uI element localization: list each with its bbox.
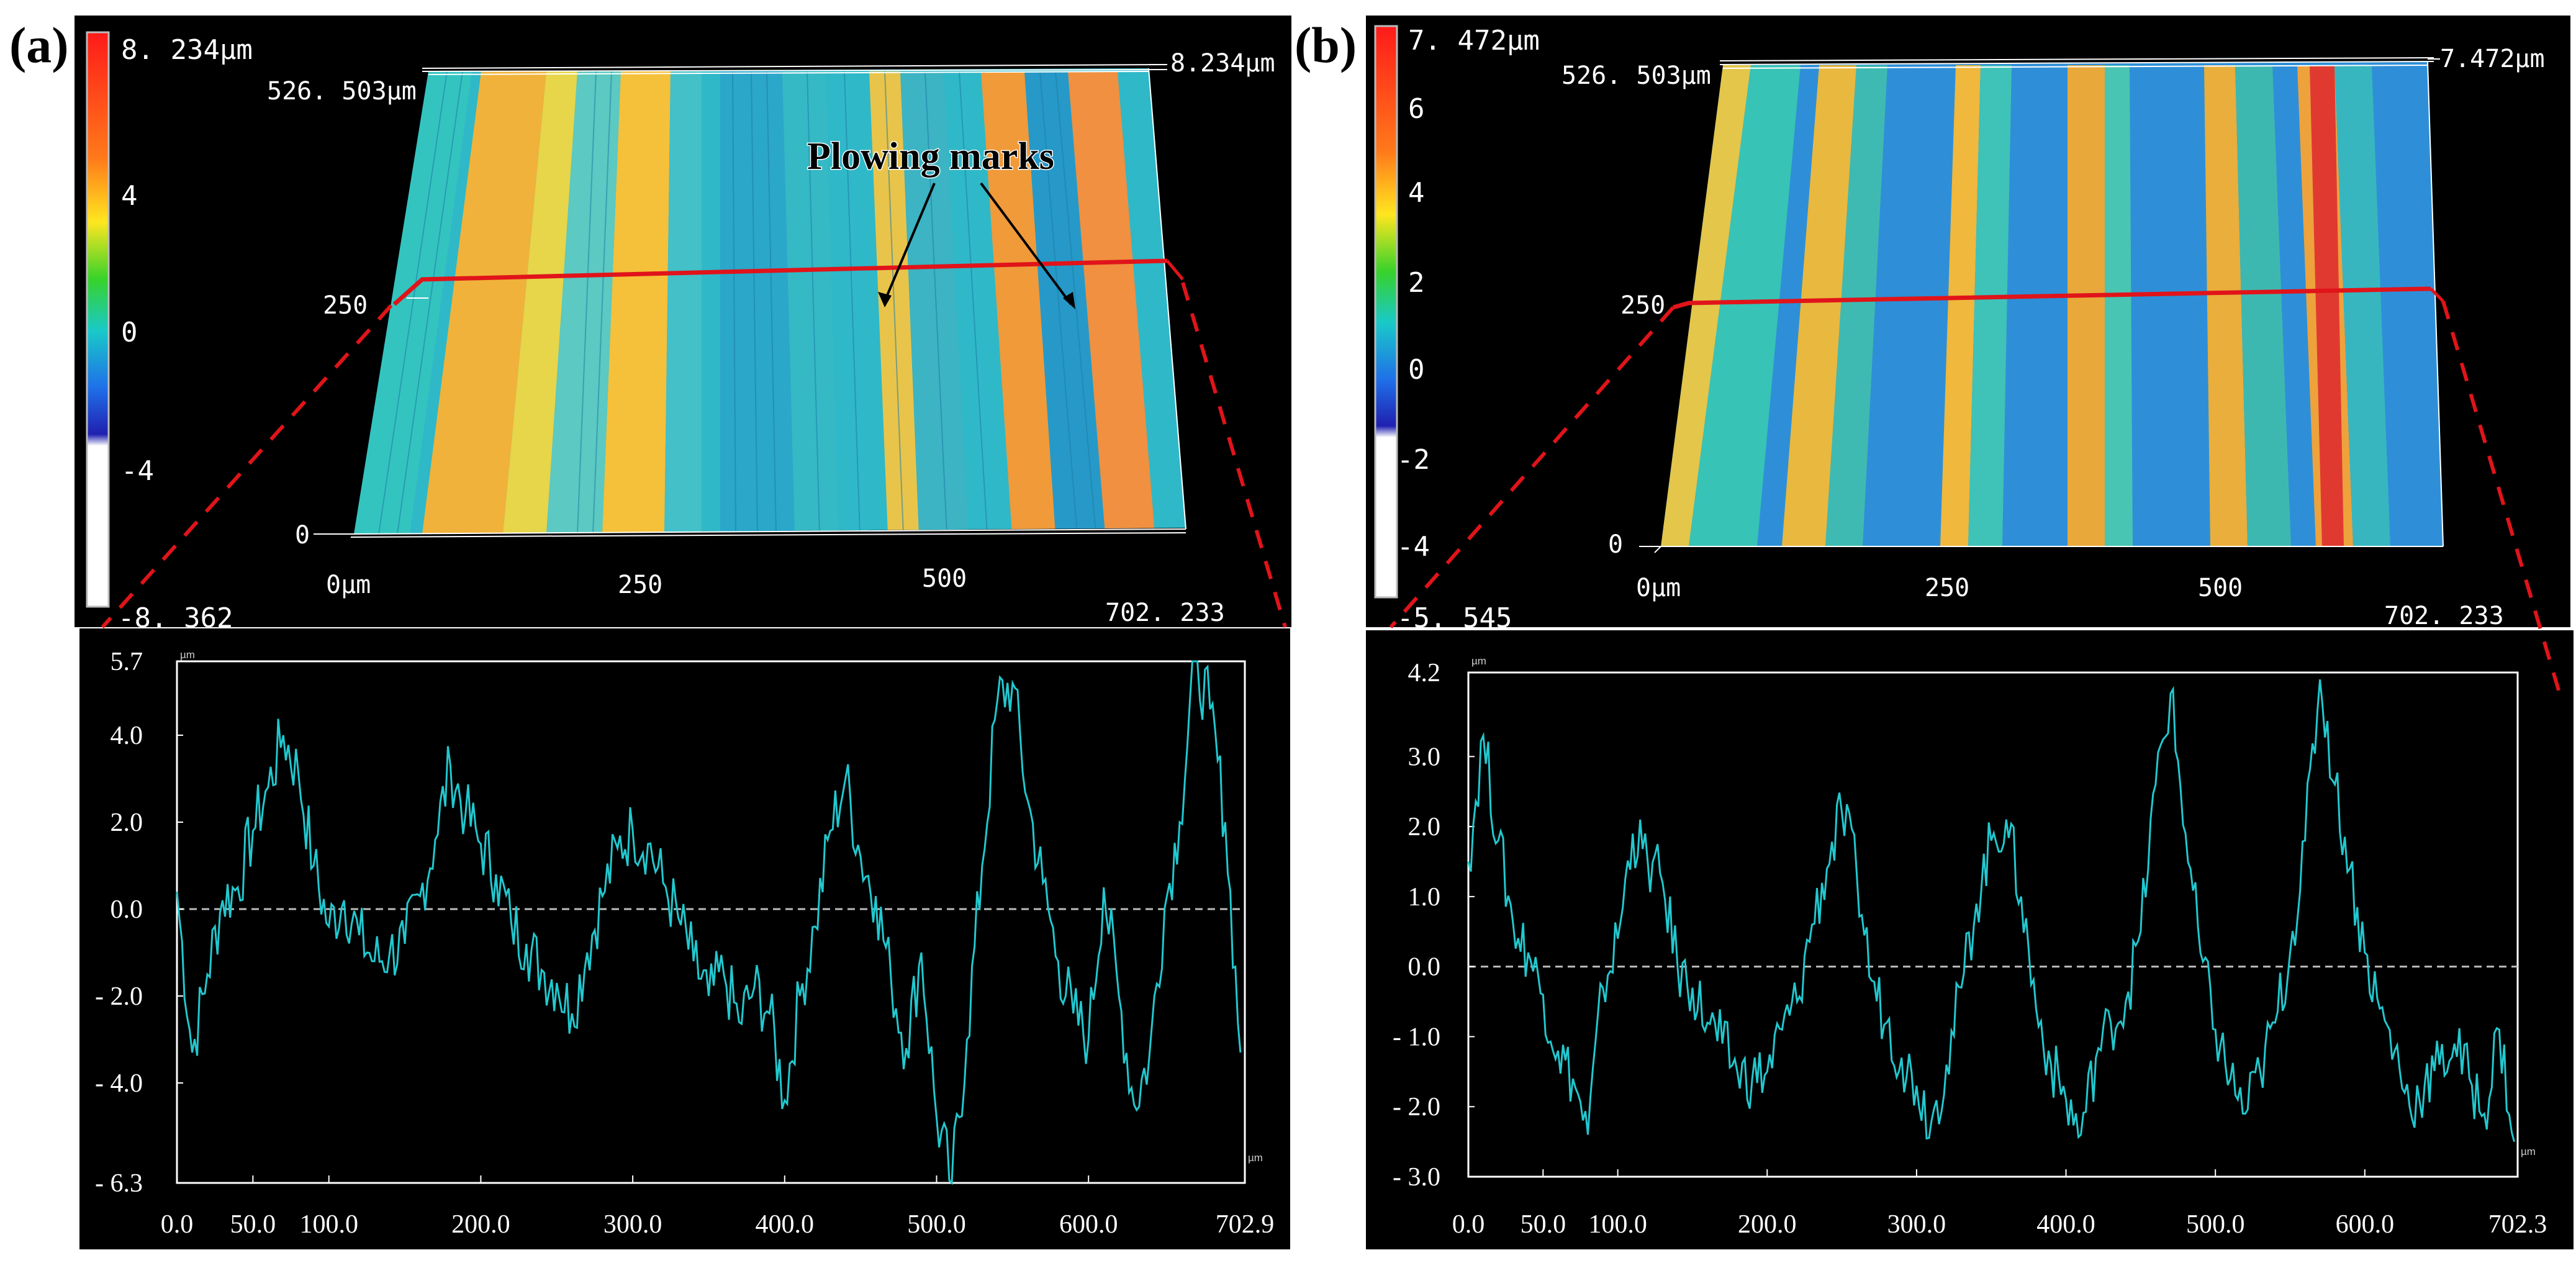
profile-x-unit: µm [1248,1152,1263,1164]
profile-x-tick-label: 300.0 [603,1210,662,1239]
surface-y-max-label: 526. 503µm [1561,61,1711,90]
colorbar-tick: 2 [1408,267,1425,299]
profile-y-tick-label: - 1.0 [1393,1023,1440,1051]
panel-b-surface: 7.472µm 526. 503µm 250 0 0µm 250 500 702… [1389,45,2563,699]
colorbar-tick: -2 [1397,444,1430,476]
panel-b-profile-chart: µm µm 4.2 3.0 2.0 1.0 0.0 - 1.0 - 2.0 - 3.0 0.0 5… [1393,655,2547,1239]
panel-a-colorbar: 8. 234µm 4 0 -4 -8. 362 [86,31,253,634]
surface-y-mid-label: 250 [323,291,368,320]
surface-x-label: 250 [618,571,662,599]
profile-x-tick-label: 702.9 [1216,1210,1275,1239]
colorbar-tick: 0 [1408,354,1425,386]
surface-stripes [354,71,1155,534]
profile-x-tick-label: 100.0 [1588,1210,1647,1239]
surface-z-max-label: 7.472µm [2440,45,2545,73]
colorbar-tick: 4 [121,180,138,212]
plowing-marks-annotation: Plowing marks [807,135,1054,178]
surface-y-mid-label: 250 [1620,291,1665,320]
colorbar-max-label: 7. 472µm [1408,25,1540,57]
profile-y-tick-label: - 2.0 [1393,1093,1440,1121]
surface-y-zero-label: 0 [295,521,310,550]
panel-a-label: (a) [9,17,69,73]
panel-a-profile-chart: µm µm 5.7 4.0 2.0 0.0 - 2.0 - 4.0 - 6.3 0.0 50.0… [95,648,1274,1239]
profile-series-line [176,660,1242,1185]
panel-b-label: (b) [1295,17,1357,73]
panel-b-colorbar: 7. 472µm 6 4 2 0 -2 -4 -5. 545 [1374,25,1540,634]
profile-x-tick-label: 400.0 [756,1210,815,1239]
profile-y-tick-label: 5.7 [111,648,143,676]
panel-a-surface: 8.234µm 526. 503µm 250 0 0µm 250 500 702… [101,49,1287,629]
surface-y-zero-label: 0 [1608,530,1623,559]
profile-y-tick-label: 2.0 [111,808,143,837]
colorbar-max-label: 8. 234µm [121,34,253,66]
profile-y-tick-label: 4.2 [1408,659,1441,687]
profile-frame [1467,671,2519,1178]
surface-stripes [1661,65,2390,546]
profile-y-tick-label: 1.0 [1408,883,1441,912]
profile-x-tick-label: 200.0 [451,1210,510,1239]
profile-x-tick-label: 300.0 [1887,1210,1946,1239]
profile-x-tick-label: 0.0 [161,1210,194,1239]
profile-series-line [1467,679,2515,1142]
profile-y-tick-label: 0.0 [1408,953,1441,982]
profile-x-tick-label: 400.0 [2036,1210,2095,1239]
colorbar-tick: 6 [1408,93,1425,125]
panel-a-profile-background [79,628,1290,1249]
profile-y-tick-label: - 6.3 [95,1169,143,1198]
surface-x-label: 500 [922,564,967,593]
profile-x-tick-label: 500.0 [2186,1210,2245,1239]
profile-y-tick-label: 3.0 [1408,743,1441,771]
panel-b: (b) 7. 472µm 6 4 2 0 -2 -4 -5. 545 [1295,16,2574,1249]
profile-y-tick-label: 4.0 [111,722,143,750]
profile-x-unit: µm [2521,1146,2536,1157]
surface-x-label: 500 [2198,574,2243,602]
profile-y-tick-label: - 2.0 [95,982,143,1011]
profile-y-unit: µm [1471,655,1486,667]
profile-y-unit: µm [180,649,195,661]
panel-a: (a) 8. 234µm 4 0 -4 -8. 362 [9,16,1291,1249]
profile-x-tick-label: 600.0 [2336,1210,2395,1239]
profile-y-tick-label: 0.0 [111,895,143,924]
profile-x-tick-label: 50.0 [230,1210,276,1239]
profile-x-tick-label: 600.0 [1059,1210,1118,1239]
surface-x-end-label: 702. 233 [1105,599,1225,627]
colorbar-tick: -4 [1397,531,1430,563]
surface-x-end-label: 702. 233 [2384,602,2504,630]
profile-frame [176,660,1246,1184]
surface-y-max-label: 526. 503µm [267,77,417,106]
profile-y-tick-label: - 3.0 [1393,1163,1440,1192]
surface-x-label: 0µm [326,571,371,599]
profile-x-tick-label: 50.0 [1521,1210,1566,1239]
profile-x-tick-label: 500.0 [907,1210,966,1239]
colorbar-gradient [1374,25,1398,599]
surface-x-label: 0µm [1636,574,1681,602]
colorbar-tick: 0 [121,317,138,348]
colorbar-min-label: -5. 545 [1397,602,1512,634]
profile-x-tick-label: 0.0 [1452,1210,1485,1239]
colorbar-min-label: -8. 362 [118,602,233,634]
profile-y-tick-label: 2.0 [1408,813,1441,841]
profile-y-tick-label: - 4.0 [95,1069,143,1098]
profile-x-tick-label: 702.3 [2488,1210,2547,1239]
profile-x-tick-label: 100.0 [299,1210,358,1239]
surface-x-label: 250 [1925,574,1969,602]
profile-x-tick-label: 200.0 [1738,1210,1797,1239]
surface-z-max-label: 8.234µm [1170,49,1275,78]
colorbar-tick: 4 [1408,177,1425,209]
colorbar-tick: -4 [121,455,154,487]
annotation-arrows [884,182,1072,306]
colorbar-gradient [86,31,110,608]
